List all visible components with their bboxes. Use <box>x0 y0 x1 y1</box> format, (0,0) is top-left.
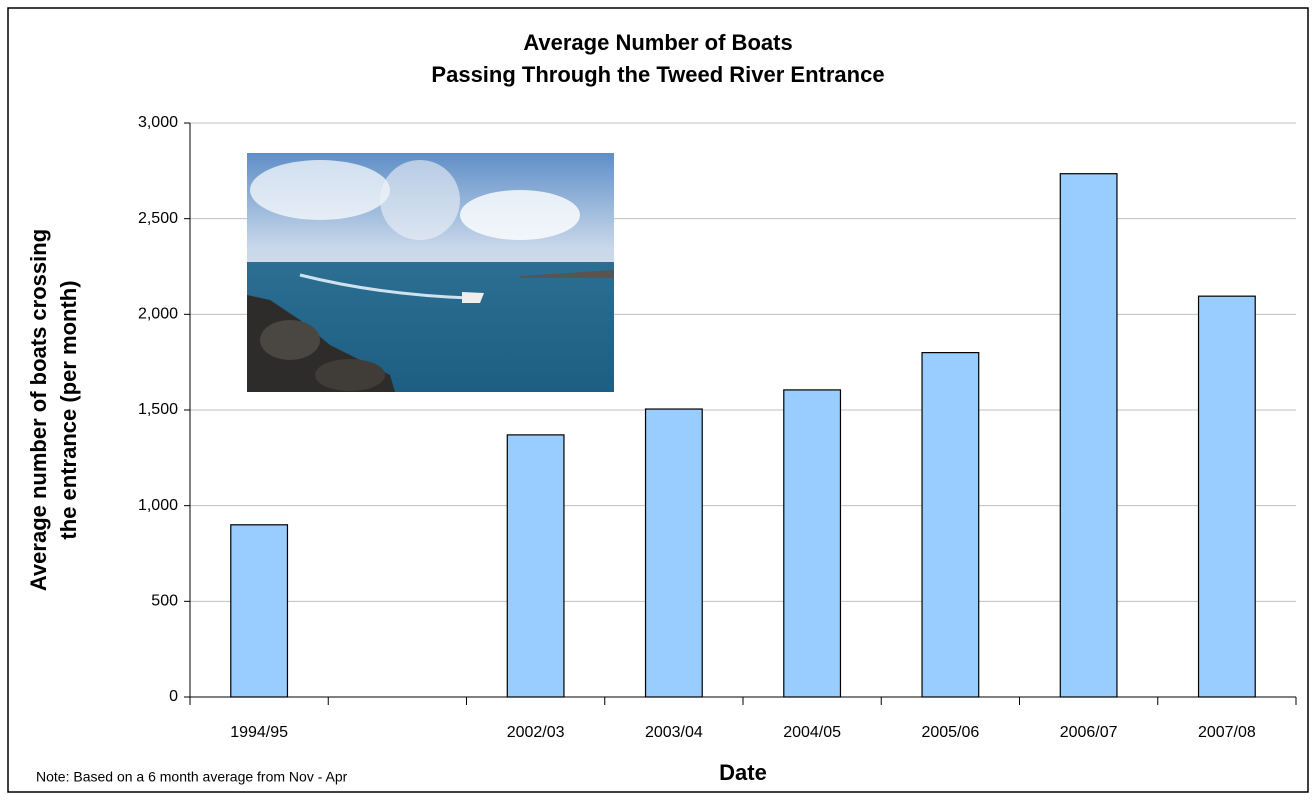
chart-title: Passing Through the Tweed River Entrance <box>431 62 884 87</box>
chart-title: Average Number of Boats <box>523 30 792 55</box>
y-tick-label: 2,000 <box>138 306 178 323</box>
y-tick-label: 2,500 <box>138 210 178 227</box>
x-tick-label: 2004/05 <box>783 724 841 741</box>
y-tick-label: 0 <box>169 688 178 705</box>
bar <box>644 408 703 698</box>
bar <box>1197 295 1256 698</box>
y-tick-label: 1,500 <box>138 401 178 418</box>
bar <box>230 524 289 698</box>
x-tick-label: 2005/06 <box>921 724 979 741</box>
y-tick-label: 3,000 <box>138 114 178 131</box>
bar <box>506 434 565 698</box>
y-axis-label: the entrance (per month) <box>56 280 81 539</box>
x-axis-label: Date <box>719 760 767 785</box>
note: Note: Based on a 6 month average from No… <box>36 769 348 785</box>
x-tick-label: 1994/95 <box>230 724 288 741</box>
x-tick-label: 2007/08 <box>1198 724 1256 741</box>
x-tick-label: 2003/04 <box>645 724 703 741</box>
y-axis-label: Average number of boats crossing <box>26 229 51 591</box>
x-tick-label: 2002/03 <box>507 724 565 741</box>
bar <box>1059 173 1118 698</box>
bar <box>783 389 842 698</box>
bars <box>230 173 1256 698</box>
bar <box>921 352 980 698</box>
y-tick-label: 1,000 <box>138 497 178 514</box>
photo <box>247 153 614 392</box>
x-tick-label: 2006/07 <box>1060 724 1118 741</box>
y-tick-label: 500 <box>151 593 178 610</box>
